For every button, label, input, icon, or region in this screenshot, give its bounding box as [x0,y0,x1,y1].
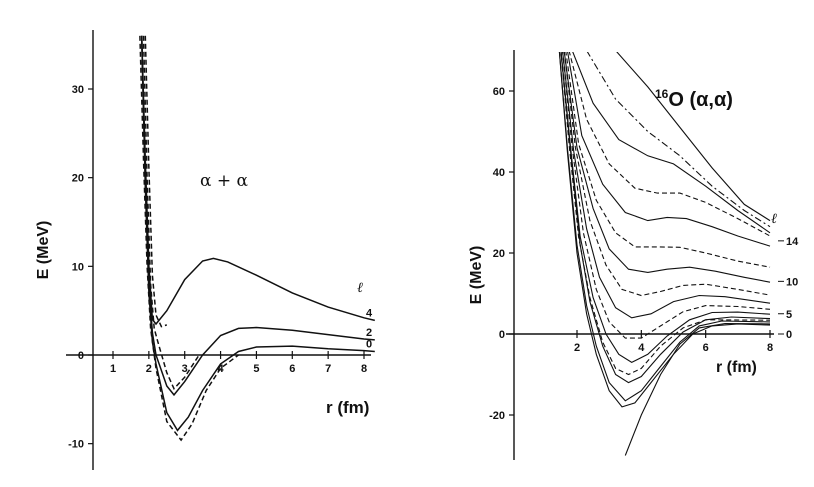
curve-group [139,35,375,442]
series-line-9 [567,52,771,247]
series-line-3 [142,35,200,391]
series-line-6 [563,52,771,297]
x-tick-label-0: 2 [574,342,580,354]
series-line-11 [572,52,771,234]
y-tick-label-2: 10 [72,261,84,273]
x-tick-label-2: 3 [182,363,188,375]
l-label-0: 0 [786,329,792,341]
series-line-4 [562,52,771,339]
series-line-5 [562,52,771,319]
series-line-4 [139,35,239,442]
x-tick-label-2: 6 [703,342,709,354]
right-annotation-text: O (α,α) [668,89,733,111]
series-line-5 [144,35,168,328]
l-label-4: 4 [366,307,373,319]
l-label-5: 5 [786,309,792,321]
series-line-4 [140,35,375,326]
right-curves [558,52,771,456]
y-tick-label-4: 60 [493,86,505,98]
right-annotation: 16O (α,α) [655,87,733,111]
y-tick-label-0: -20 [489,410,505,422]
left-annotation: α + α [200,171,249,191]
left-legend-symbol: ℓ [357,280,363,296]
x-tick-label-5: 6 [289,363,295,375]
series-line-10 [563,52,771,283]
series-line-14 [624,322,771,456]
series-line-8 [565,52,771,268]
series-line-2 [140,35,375,397]
y-tick-label-3: 20 [72,173,84,185]
y-tick-label-1: 0 [78,350,84,362]
x-tick-label-3: 8 [767,342,773,354]
right-axes: -20 0 20 40 60 2 4 6 8 14 10 5 0 [489,50,799,460]
left-ylabel: E (MeV) [35,221,52,280]
series-line-3 [560,52,771,364]
y-tick-label-4: 30 [72,84,84,96]
series-line-1 [558,52,771,402]
series-line-15 [560,52,771,376]
right-ylabel: E (MeV) [468,246,485,305]
right-legend-symbol: ℓ [771,211,777,227]
x-tick-label-6: 7 [325,363,331,375]
x-tick-label-4: 5 [253,363,259,375]
x-tick-label-3: 4 [218,363,225,375]
y-tick-label-1: 0 [499,329,505,341]
y-tick-label-0: -10 [68,439,84,451]
curve-group [558,52,771,456]
x-tick-label-7: 8 [361,363,367,375]
l-label-2: 2 [366,327,372,339]
series-line-14 [568,52,771,237]
left-curves [139,35,375,442]
l-label-14: 14 [786,236,799,248]
series-line-12 [586,52,771,228]
right-xlabel: r (fm) [716,359,757,376]
x-tick-label-0: 1 [110,363,116,375]
x-tick-label-1: 4 [638,342,645,354]
left-xlabel: r (fm) [326,398,369,417]
series-line-13 [616,52,771,222]
series-line-0 [558,52,771,408]
x-tick-label-1: 2 [146,363,152,375]
l-label-10: 10 [786,276,798,288]
l-label-0: 0 [366,338,372,350]
right-annotation-superscript: 16 [655,87,669,101]
y-tick-label-3: 40 [493,167,505,179]
y-tick-label-2: 20 [493,248,505,260]
